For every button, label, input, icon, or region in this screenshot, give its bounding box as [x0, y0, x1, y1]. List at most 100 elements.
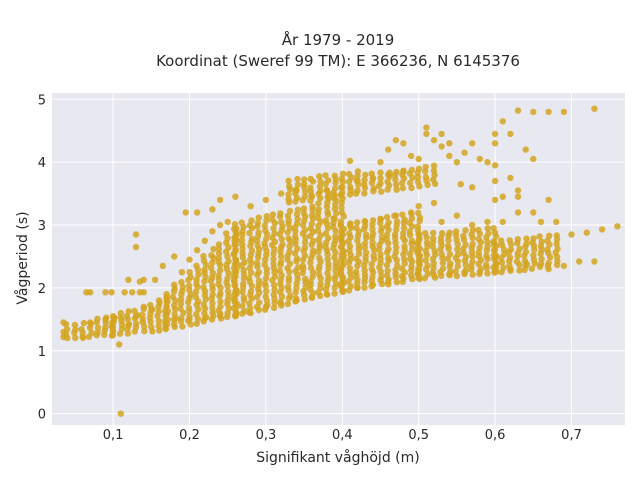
- scatter-point: [447, 260, 454, 267]
- scatter-point: [186, 282, 193, 290]
- scatter-point: [324, 282, 331, 289]
- scatter-point: [255, 229, 262, 236]
- scatter-point: [398, 265, 406, 272]
- scatter-point: [530, 108, 537, 116]
- scatter-point: [302, 275, 309, 283]
- scatter-point: [484, 159, 491, 166]
- scatter-point: [284, 300, 292, 308]
- scatter-point: [422, 230, 429, 237]
- scatter-point: [270, 255, 277, 263]
- scatter-point: [401, 256, 408, 263]
- scatter-point: [370, 185, 377, 192]
- scatter-point: [415, 203, 422, 210]
- scatter-point: [536, 233, 543, 240]
- scatter-point: [94, 329, 101, 336]
- scatter-point: [262, 303, 270, 310]
- scatter-point: [484, 270, 491, 277]
- scatter-point: [485, 230, 492, 237]
- scatter-point: [545, 259, 552, 267]
- scatter-point: [278, 190, 285, 197]
- scatter-point: [325, 261, 332, 268]
- scatter-point: [469, 221, 476, 229]
- scatter-point: [171, 316, 178, 323]
- scatter-point: [286, 248, 293, 255]
- scatter-point: [299, 262, 307, 269]
- scatter-point: [209, 291, 216, 298]
- scatter-point: [247, 309, 254, 317]
- scatter-point: [159, 262, 166, 270]
- scatter-point: [255, 269, 262, 276]
- scatter-point: [583, 229, 590, 236]
- scatter-point: [179, 323, 186, 330]
- scatter-point: [491, 267, 499, 274]
- scatter-point: [325, 177, 332, 184]
- scatter-point: [384, 267, 391, 274]
- scatter-point: [133, 320, 140, 327]
- scatter-point: [369, 217, 377, 224]
- scatter-point: [408, 263, 415, 270]
- scatter-point: [469, 140, 476, 147]
- scatter-point: [514, 193, 522, 200]
- scatter-point: [476, 155, 483, 163]
- scatter-point: [339, 231, 346, 238]
- scatter-point: [332, 233, 339, 240]
- scatter-point: [385, 146, 392, 153]
- scatter-point: [60, 328, 67, 336]
- scatter-point: [424, 270, 432, 278]
- scatter-point: [416, 245, 423, 252]
- scatter-point: [362, 218, 369, 226]
- scatter-point: [277, 210, 284, 217]
- scatter-point: [185, 304, 193, 312]
- scatter-point: [490, 252, 498, 259]
- scatter-point: [148, 323, 155, 331]
- scatter-point: [400, 224, 408, 232]
- scatter-point: [186, 256, 193, 263]
- scatter-point: [238, 237, 246, 244]
- scatter-point: [315, 200, 322, 207]
- scatter-point: [241, 259, 248, 266]
- scatter-point: [60, 319, 67, 326]
- scatter-point: [469, 227, 477, 234]
- scatter-point: [530, 155, 537, 163]
- scatter-point: [393, 278, 400, 286]
- chart-title-line2: Koordinat (Sweref 99 TM): E 366236, N 61…: [156, 52, 520, 70]
- scatter-point: [430, 199, 438, 207]
- scatter-point: [370, 252, 377, 259]
- scatter-point: [293, 255, 301, 262]
- scatter-point: [507, 174, 514, 182]
- scatter-point: [392, 137, 399, 144]
- scatter-point: [231, 221, 239, 228]
- scatter-point: [369, 281, 377, 288]
- scatter-point: [354, 237, 361, 244]
- scatter-point: [294, 245, 301, 252]
- scatter-point: [392, 181, 400, 188]
- scatter-point: [406, 250, 414, 258]
- scatter-point: [377, 180, 384, 187]
- scatter-point: [414, 178, 422, 186]
- scatter-point: [377, 174, 384, 182]
- scatter-point: [322, 217, 330, 224]
- y-tick-label: 3: [38, 219, 46, 234]
- scatter-point: [452, 268, 459, 275]
- scatter-point: [338, 175, 345, 182]
- scatter-point: [490, 239, 497, 246]
- scatter-point: [308, 193, 315, 200]
- scatter-point: [338, 204, 345, 211]
- scatter-point: [339, 170, 347, 177]
- scatter-point: [530, 209, 537, 216]
- x-tick-label: 0,2: [179, 428, 200, 443]
- scatter-point: [332, 259, 340, 266]
- scatter-point: [498, 237, 505, 244]
- scatter-point: [538, 238, 545, 245]
- scatter-point: [125, 322, 132, 329]
- scatter-point: [215, 245, 223, 253]
- scatter-point: [310, 247, 317, 254]
- scatter-point: [476, 244, 483, 251]
- scatter-point: [186, 316, 193, 323]
- scatter-point: [322, 230, 329, 237]
- scatter-point: [108, 289, 115, 296]
- scatter-point: [332, 273, 339, 280]
- scatter-point: [332, 267, 339, 275]
- scatter-point: [132, 231, 140, 238]
